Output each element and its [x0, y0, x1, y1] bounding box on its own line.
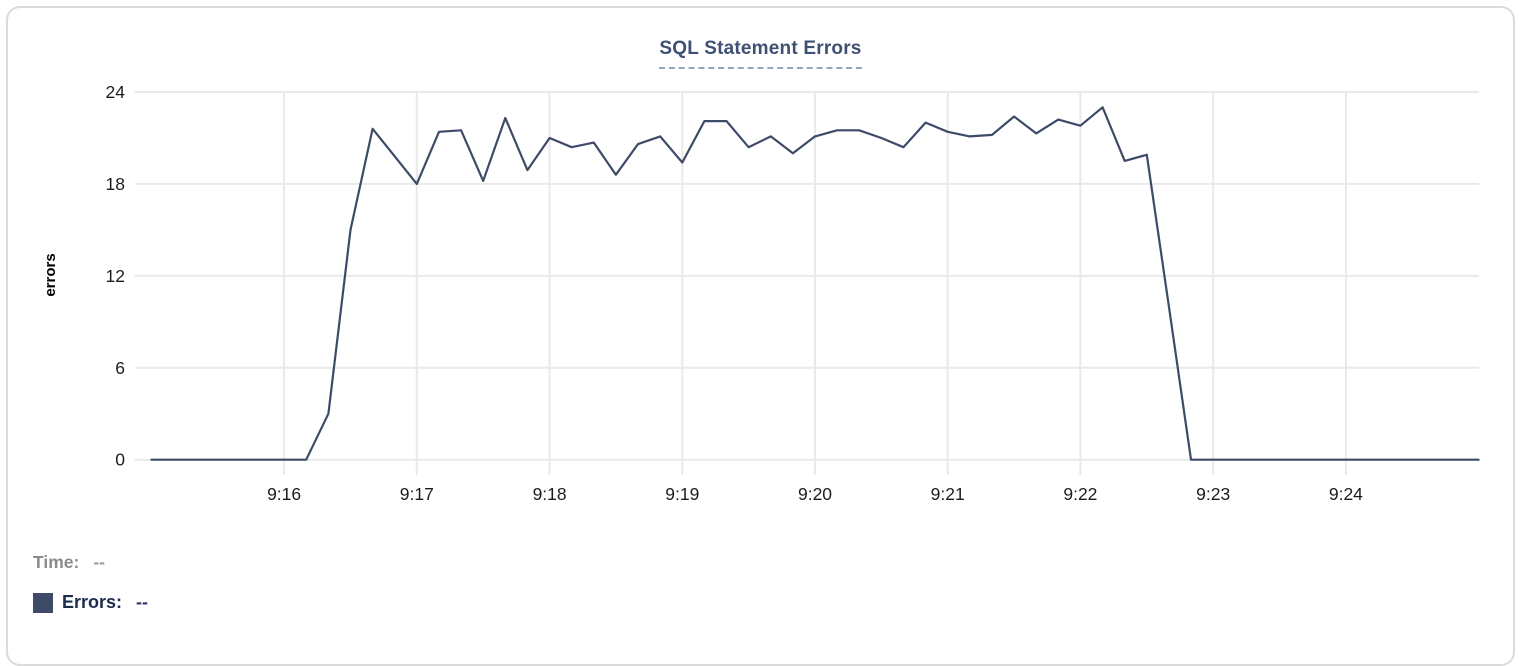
svg-text:0: 0 — [115, 450, 125, 470]
y-axis-tick-labels: 0 6 12 18 24 — [106, 82, 126, 470]
svg-text:9:22: 9:22 — [1063, 484, 1097, 504]
errors-series-line — [150, 106, 1480, 461]
chart-card: SQL Statement Errors 0 6 12 18 24 9:16 9:17 9:1… — [6, 6, 1515, 666]
x-axis-tick-labels: 9:16 9:17 9:18 9:19 9:20 9:21 9:22 9:23 9:24 — [267, 484, 1363, 504]
svg-text:9:17: 9:17 — [400, 484, 434, 504]
svg-text:9:20: 9:20 — [798, 484, 832, 504]
time-readout-label: Time: — [33, 552, 80, 572]
chart-header: SQL Statement Errors — [8, 38, 1513, 69]
svg-text:9:24: 9:24 — [1329, 484, 1363, 504]
errors-readout-value: -- — [136, 592, 149, 612]
svg-text:12: 12 — [106, 266, 125, 286]
errors-legend-label: Errors: — [62, 592, 123, 612]
chart-title[interactable]: SQL Statement Errors — [659, 38, 862, 69]
svg-text:9:18: 9:18 — [533, 484, 567, 504]
time-readout: Time: -- — [33, 552, 105, 573]
x-gridlines — [283, 92, 1347, 475]
y-axis-label: errors — [42, 253, 59, 296]
svg-text:6: 6 — [115, 358, 125, 378]
errors-series-swatch — [33, 592, 53, 613]
y-gridlines — [135, 91, 1479, 461]
svg-text:24: 24 — [106, 82, 126, 102]
svg-text:18: 18 — [106, 174, 125, 194]
line-chart-plot-area[interactable]: 0 6 12 18 24 9:16 9:17 9:18 9:19 9:20 9:21 9:22 9:23… — [8, 8, 1528, 520]
svg-text:9:16: 9:16 — [267, 484, 301, 504]
svg-text:9:23: 9:23 — [1196, 484, 1230, 504]
svg-text:9:19: 9:19 — [665, 484, 699, 504]
errors-legend-item[interactable]: Errors: -- — [33, 592, 148, 613]
time-readout-value: -- — [93, 552, 106, 572]
svg-text:9:21: 9:21 — [931, 484, 965, 504]
